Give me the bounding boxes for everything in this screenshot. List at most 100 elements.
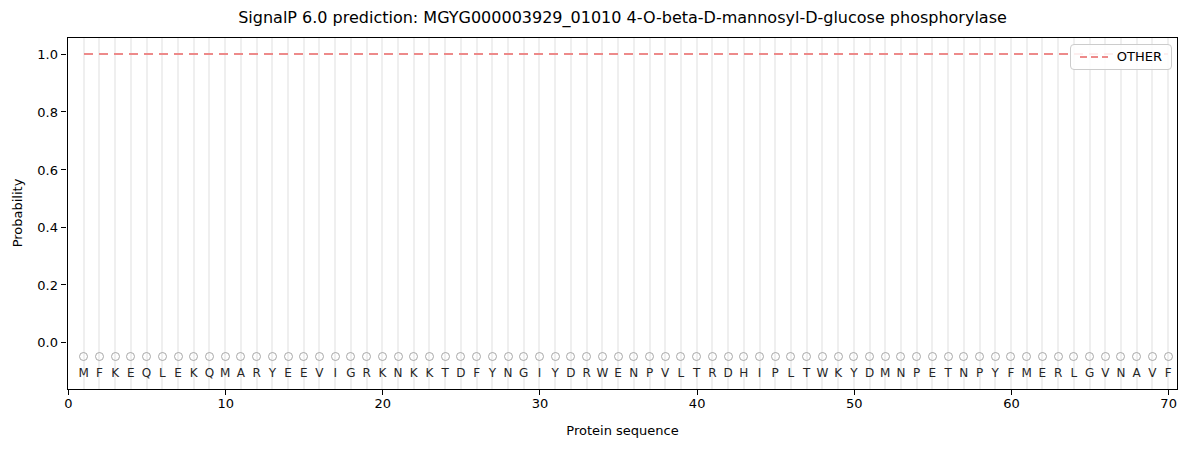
y-tick <box>61 111 66 112</box>
residue-letter: L <box>1066 365 1082 381</box>
plot-area: MFKEQLEKQMARYEEVIGRKNKKTDFYNGIYDRWENPVLT… <box>67 37 1178 390</box>
residue-marker-icon <box>158 352 167 361</box>
x-tick <box>539 390 540 395</box>
grid-line <box>884 38 886 389</box>
residue-letter: A <box>1129 365 1145 381</box>
grid-line <box>837 38 839 389</box>
residue-letter: V <box>311 365 327 381</box>
residue-letter: N <box>956 365 972 381</box>
residue-marker-icon <box>425 352 434 361</box>
y-axis-label: Probability <box>10 179 25 248</box>
y-tick <box>61 54 66 55</box>
grid-line <box>460 38 462 389</box>
grid-line <box>303 38 305 389</box>
grid-line <box>413 38 415 389</box>
grid-line <box>979 38 981 389</box>
grid-line <box>774 38 776 389</box>
grid-line <box>397 38 399 389</box>
grid-line <box>554 38 556 389</box>
residue-letter: Y <box>264 365 280 381</box>
residue-marker-icon <box>315 352 324 361</box>
residue-letter: D <box>453 365 469 381</box>
grid-line <box>523 38 525 389</box>
residue-letter: N <box>1113 365 1129 381</box>
residue-marker-icon <box>174 352 183 361</box>
residue-marker-icon <box>944 352 953 361</box>
grid-line <box>256 38 258 389</box>
residue-letter: G <box>516 365 532 381</box>
residue-letter: R <box>249 365 265 381</box>
residue-letter: G <box>343 365 359 381</box>
y-tick-label: 1.0 <box>16 47 58 62</box>
residue-marker-icon <box>268 352 277 361</box>
grid-line <box>1151 38 1153 389</box>
residue-letter: F <box>1160 365 1176 381</box>
signalp-prediction-figure: SignalP 6.0 prediction: MGYG000003929_01… <box>0 0 1200 450</box>
residue-marker-icon <box>834 352 843 361</box>
grid-line <box>633 38 635 389</box>
grid-line <box>193 38 195 389</box>
residue-letter: G <box>1082 365 1098 381</box>
grid-line <box>1120 38 1122 389</box>
residue-letter: T <box>799 365 815 381</box>
grid-line <box>318 38 320 389</box>
grid-line <box>947 38 949 389</box>
residue-letter: L <box>673 365 689 381</box>
residue-marker-icon <box>849 352 858 361</box>
residue-marker-icon <box>676 352 685 361</box>
residue-marker-icon <box>1132 352 1141 361</box>
residue-marker-icon <box>236 352 245 361</box>
residue-letter: V <box>1144 365 1160 381</box>
grid-line <box>1026 38 1028 389</box>
residue-marker-icon <box>221 352 230 361</box>
grid-line <box>1010 38 1012 389</box>
x-tick <box>1168 390 1169 395</box>
residue-marker-icon <box>456 352 465 361</box>
residue-letter: L <box>154 365 170 381</box>
residue-marker-icon <box>582 352 591 361</box>
residue-marker-icon <box>975 352 984 361</box>
x-tick-label: 20 <box>375 396 392 411</box>
residue-marker-icon <box>551 352 560 361</box>
grid-line <box>444 38 446 389</box>
residue-letter: W <box>814 365 830 381</box>
residue-letter: K <box>107 365 123 381</box>
grid-line <box>224 38 226 389</box>
residue-letter: I <box>531 365 547 381</box>
grid-line <box>271 38 273 389</box>
residue-marker-icon <box>126 352 135 361</box>
y-tick-label: 0.4 <box>16 220 58 235</box>
grid-line <box>98 38 100 389</box>
y-tick <box>61 342 66 343</box>
grid-line <box>1041 38 1043 389</box>
x-tick <box>697 390 698 395</box>
y-tick-label: 0.0 <box>16 335 58 350</box>
residue-marker-icon <box>614 352 623 361</box>
residue-marker-icon <box>1069 352 1078 361</box>
residue-marker-icon <box>786 352 795 361</box>
residue-marker-icon <box>488 352 497 361</box>
grid-line <box>869 38 871 389</box>
grid-line <box>1089 38 1091 389</box>
residue-marker-icon <box>645 352 654 361</box>
residue-letter: R <box>1050 365 1066 381</box>
residue-letter: K <box>374 365 390 381</box>
y-tick-label: 0.6 <box>16 162 58 177</box>
grid-line <box>806 38 808 389</box>
residue-letter: Y <box>484 365 500 381</box>
residue-letter: I <box>327 365 343 381</box>
residue-letter: Q <box>139 365 155 381</box>
grid-line <box>491 38 493 389</box>
residue-letter: K <box>830 365 846 381</box>
grid-line <box>931 38 933 389</box>
x-tick-label: 50 <box>846 396 863 411</box>
x-tick-label: 70 <box>1160 396 1177 411</box>
residue-letter: Y <box>547 365 563 381</box>
residue-marker-icon <box>881 352 890 361</box>
residue-marker-icon <box>504 352 513 361</box>
y-tick <box>61 227 66 228</box>
grid-line <box>617 38 619 389</box>
residue-marker-icon <box>1164 352 1173 361</box>
residue-marker-icon <box>1101 352 1110 361</box>
residue-marker-icon <box>959 352 968 361</box>
